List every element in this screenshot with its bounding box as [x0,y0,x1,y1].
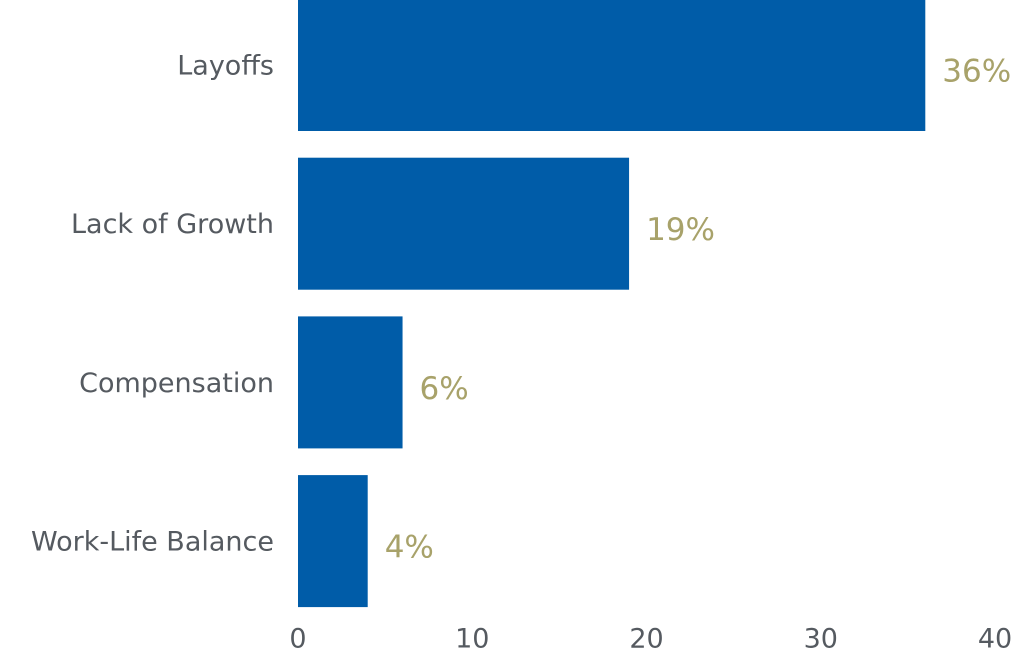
y-tick-label: Work-Life Balance [31,527,274,558]
y-tick-label: Layoffs [177,51,274,82]
bar [298,0,926,131]
value-label: 4% [385,530,434,566]
y-tick-label: Lack of Growth [71,209,274,240]
bar [298,475,368,608]
x-tick-label: 40 [978,624,1012,655]
x-tick-label: 0 [289,624,306,655]
bar [298,157,630,290]
value-label: 36% [942,54,1011,90]
value-label: 6% [420,371,469,407]
value-label: 19% [646,212,715,248]
y-tick-label: Compensation [79,368,274,399]
x-tick-label: 10 [455,624,489,655]
x-tick-label: 30 [804,624,838,655]
x-tick-label: 20 [629,624,663,655]
bar [298,316,403,449]
